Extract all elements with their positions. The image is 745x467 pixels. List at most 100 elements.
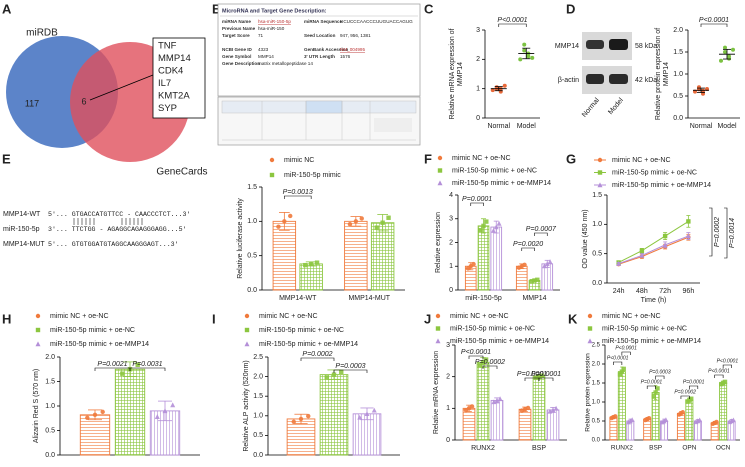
y-axis-label: MMP14 bbox=[457, 62, 464, 86]
y-tick-label: 0.5 bbox=[592, 419, 601, 425]
bar-point bbox=[493, 224, 499, 230]
bar-point bbox=[491, 399, 497, 405]
db-field-label: GenBank Accession bbox=[304, 47, 348, 52]
x-tick-label: OCN bbox=[716, 445, 731, 452]
y-axis-label: Relative luciferase activity bbox=[237, 198, 244, 279]
x-tick-label: 24h bbox=[613, 288, 625, 295]
legend-label: miR-150-5p mimic + oe-NC bbox=[602, 325, 687, 332]
sig-label: P=0.0002 bbox=[302, 351, 332, 358]
legend-marker bbox=[35, 341, 41, 347]
bar-point bbox=[496, 220, 502, 226]
bar-point bbox=[386, 215, 391, 220]
bar bbox=[344, 220, 368, 291]
y-tick-label: 0.0 bbox=[253, 452, 263, 459]
sig-bracket bbox=[621, 351, 631, 355]
bar-point bbox=[663, 417, 669, 423]
db-field-value: 1576 bbox=[340, 54, 351, 59]
db-table-snippet bbox=[374, 118, 412, 132]
gene: SYP bbox=[158, 103, 177, 114]
db-table-header-cell bbox=[305, 100, 343, 114]
venn-count: 117 bbox=[25, 98, 39, 108]
sig-label: P=0.0001 bbox=[517, 371, 547, 378]
bar bbox=[490, 226, 503, 291]
y-tick-label: 0.5 bbox=[673, 93, 683, 100]
bar-point bbox=[303, 262, 308, 268]
db-field-value: matrix metallopeptidase 14 bbox=[258, 61, 313, 66]
bar-point bbox=[357, 414, 363, 420]
panel-letter: F bbox=[424, 151, 432, 166]
bar-point bbox=[539, 373, 545, 378]
y-axis-label: Relative protein expression of bbox=[655, 28, 662, 120]
y-tick-label: 1.5 bbox=[592, 381, 601, 387]
y-tick-label: 1 bbox=[449, 263, 453, 270]
bar-point bbox=[484, 219, 489, 224]
y-tick-label: 2.5 bbox=[592, 343, 601, 349]
sig-label: P=0.0002 bbox=[674, 389, 696, 395]
bar-point bbox=[170, 402, 176, 408]
y-tick-label: 2.0 bbox=[45, 354, 55, 361]
bar bbox=[532, 376, 546, 441]
line-marker bbox=[616, 261, 622, 266]
y-tick-label: 1.0 bbox=[45, 403, 55, 410]
blot-lane: Model bbox=[607, 97, 625, 116]
y-tick-label: 1.5 bbox=[673, 49, 683, 56]
gene: KMT2A bbox=[158, 91, 190, 102]
bar-point bbox=[646, 415, 652, 421]
bar-point bbox=[371, 407, 377, 413]
y-tick-label: 0.5 bbox=[45, 427, 55, 434]
sig-label: P=0.0001 bbox=[641, 379, 663, 385]
y-tick-label: 0 bbox=[446, 437, 450, 444]
bar-point bbox=[525, 405, 531, 411]
line-marker bbox=[686, 219, 691, 224]
sig-label: P=0.0001 bbox=[462, 196, 492, 203]
bar-point bbox=[533, 375, 539, 380]
bar bbox=[462, 407, 476, 441]
bar-point bbox=[481, 223, 486, 229]
bar-point bbox=[339, 369, 344, 375]
legend-marker bbox=[269, 172, 275, 178]
seq-pairing bbox=[73, 218, 143, 225]
y-tick-label: 1.0 bbox=[673, 71, 683, 78]
db-field-value: 71 bbox=[258, 33, 264, 38]
x-tick-label: miR-150-5p bbox=[465, 295, 502, 302]
venn-count: 6 bbox=[81, 96, 86, 106]
venn-label: GeneCards bbox=[156, 167, 207, 178]
bar-point bbox=[347, 222, 353, 227]
bar-point bbox=[490, 228, 496, 233]
sig-bracket bbox=[700, 23, 728, 27]
sig-bracket bbox=[470, 202, 484, 206]
sig-bracket bbox=[333, 369, 368, 373]
db-fields: miRNA Name hsa-miR-150-5p miRNA SequenceUC… bbox=[222, 19, 413, 66]
bar-point bbox=[522, 262, 527, 268]
sig-bracket bbox=[646, 385, 656, 389]
bar-point bbox=[529, 279, 534, 284]
data-point bbox=[731, 47, 735, 52]
y-axis-label: MMP14 bbox=[663, 62, 670, 86]
legend-marker bbox=[437, 180, 443, 186]
bar-point bbox=[85, 415, 90, 420]
blot-band bbox=[586, 40, 604, 49]
bar-point bbox=[483, 357, 489, 362]
legend-label: miR-150-5p mimic + oe-NC bbox=[259, 327, 344, 334]
bar bbox=[319, 374, 349, 456]
sig-label: P=0.0002 bbox=[475, 359, 505, 366]
bar-point bbox=[291, 419, 296, 424]
venn-pointer bbox=[89, 74, 154, 101]
y-tick-label: 0.5 bbox=[253, 432, 263, 439]
legend-label: miR-150-5p mimic + oe-MMP14 bbox=[452, 180, 551, 187]
legend-marker bbox=[269, 157, 275, 163]
x-tick-label: RUNX2 bbox=[471, 445, 495, 452]
db-field-label: Previous Name bbox=[222, 26, 256, 31]
y-tick-label: 2.0 bbox=[592, 362, 601, 368]
x-axis-label: Time (h) bbox=[641, 297, 667, 304]
bar bbox=[79, 414, 111, 456]
blot-band bbox=[609, 39, 628, 50]
bar-point bbox=[617, 372, 623, 377]
bar-point bbox=[308, 261, 314, 267]
sig-bracket bbox=[714, 374, 724, 378]
sig-bracket bbox=[521, 247, 535, 251]
y-axis-label: Relative mRNA expression bbox=[433, 351, 440, 434]
db-field-label: Gene Description bbox=[222, 61, 260, 66]
y-tick-label: 1.0 bbox=[253, 413, 263, 420]
bar-point bbox=[471, 261, 476, 267]
